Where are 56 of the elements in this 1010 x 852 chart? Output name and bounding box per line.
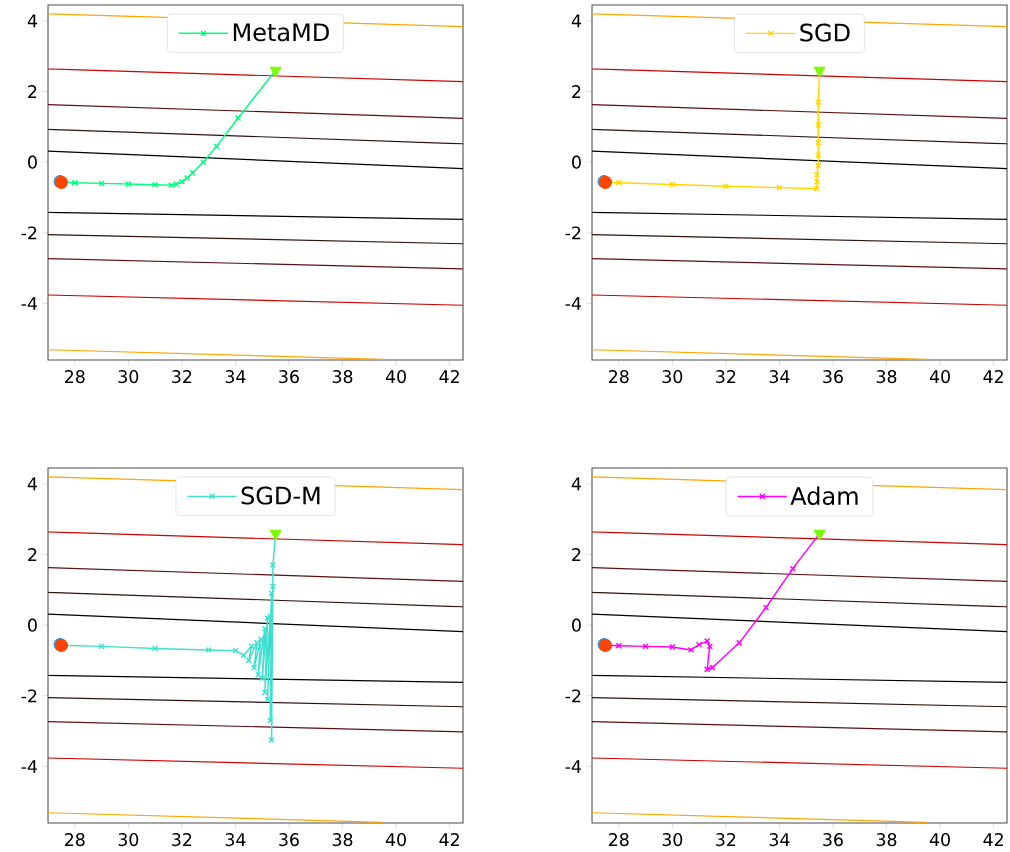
x-tick-label: 28 — [609, 370, 629, 384]
x-tick-label: 30 — [118, 833, 139, 847]
y-tick-label: 0 — [28, 618, 37, 632]
x-tick-label: 32 — [716, 370, 736, 384]
x-tick-label: 34 — [225, 370, 246, 384]
y-tick-label: -2 — [565, 689, 581, 703]
y-tick-label: -4 — [21, 297, 37, 310]
y-tick-label: 4 — [571, 14, 581, 28]
legend-label: MetaMD — [233, 23, 329, 42]
x-tick-label: 34 — [769, 370, 790, 384]
x-tick-label: 28 — [65, 833, 85, 847]
y-tick-label: 0 — [28, 155, 37, 169]
x-tick-label: 32 — [172, 833, 192, 847]
x-tick-label: 38 — [332, 833, 353, 847]
x-tick-label: 28 — [65, 370, 85, 384]
y-tick-label: 2 — [28, 85, 37, 98]
x-tick-label: 40 — [385, 370, 406, 384]
y-tick-label: 2 — [28, 548, 37, 561]
x-tick-label: 28 — [609, 833, 629, 847]
x-tick-label: 38 — [876, 833, 897, 847]
x-tick-label: 36 — [823, 370, 843, 384]
x-tick-label: 32 — [716, 833, 736, 847]
x-tick-label: 40 — [929, 833, 950, 847]
y-tick-label: -4 — [21, 760, 37, 773]
x-tick-label: 38 — [332, 370, 353, 384]
x-tick-label: 36 — [823, 833, 843, 847]
x-tick-label: 36 — [279, 370, 299, 384]
y-tick-label: 2 — [572, 548, 581, 561]
x-tick-label: 36 — [279, 833, 299, 847]
x-tick-label: 42 — [439, 370, 459, 383]
y-tick-label: 4 — [571, 477, 581, 491]
x-tick-label: 30 — [662, 833, 683, 847]
x-tick-label: 34 — [769, 833, 790, 847]
x-tick-label: 38 — [876, 370, 897, 384]
y-tick-label: -4 — [565, 297, 581, 310]
y-tick-label: 0 — [572, 155, 581, 169]
x-tick-label: 42 — [983, 833, 1003, 846]
x-tick-label: 40 — [929, 370, 950, 384]
x-tick-label: 30 — [118, 370, 139, 384]
x-tick-label: 40 — [385, 833, 406, 847]
y-tick-label: -2 — [565, 226, 581, 240]
y-tick-label: -2 — [21, 226, 37, 240]
x-tick-label: 32 — [172, 370, 192, 384]
y-tick-label: -4 — [565, 760, 581, 773]
y-tick-label: 4 — [27, 14, 37, 28]
legend-label: Adam — [790, 486, 858, 506]
y-tick-label: 2 — [572, 85, 581, 98]
legend-label: SGD — [800, 23, 850, 42]
x-tick-label: 42 — [983, 370, 1003, 383]
x-tick-label: 30 — [662, 370, 683, 384]
y-tick-label: 0 — [572, 618, 581, 632]
y-tick-label: 4 — [27, 477, 37, 491]
legend-label: SGD-M — [241, 486, 320, 505]
x-tick-label: 42 — [439, 833, 459, 846]
y-tick-label: -2 — [21, 689, 37, 703]
x-tick-label: 34 — [225, 833, 246, 847]
